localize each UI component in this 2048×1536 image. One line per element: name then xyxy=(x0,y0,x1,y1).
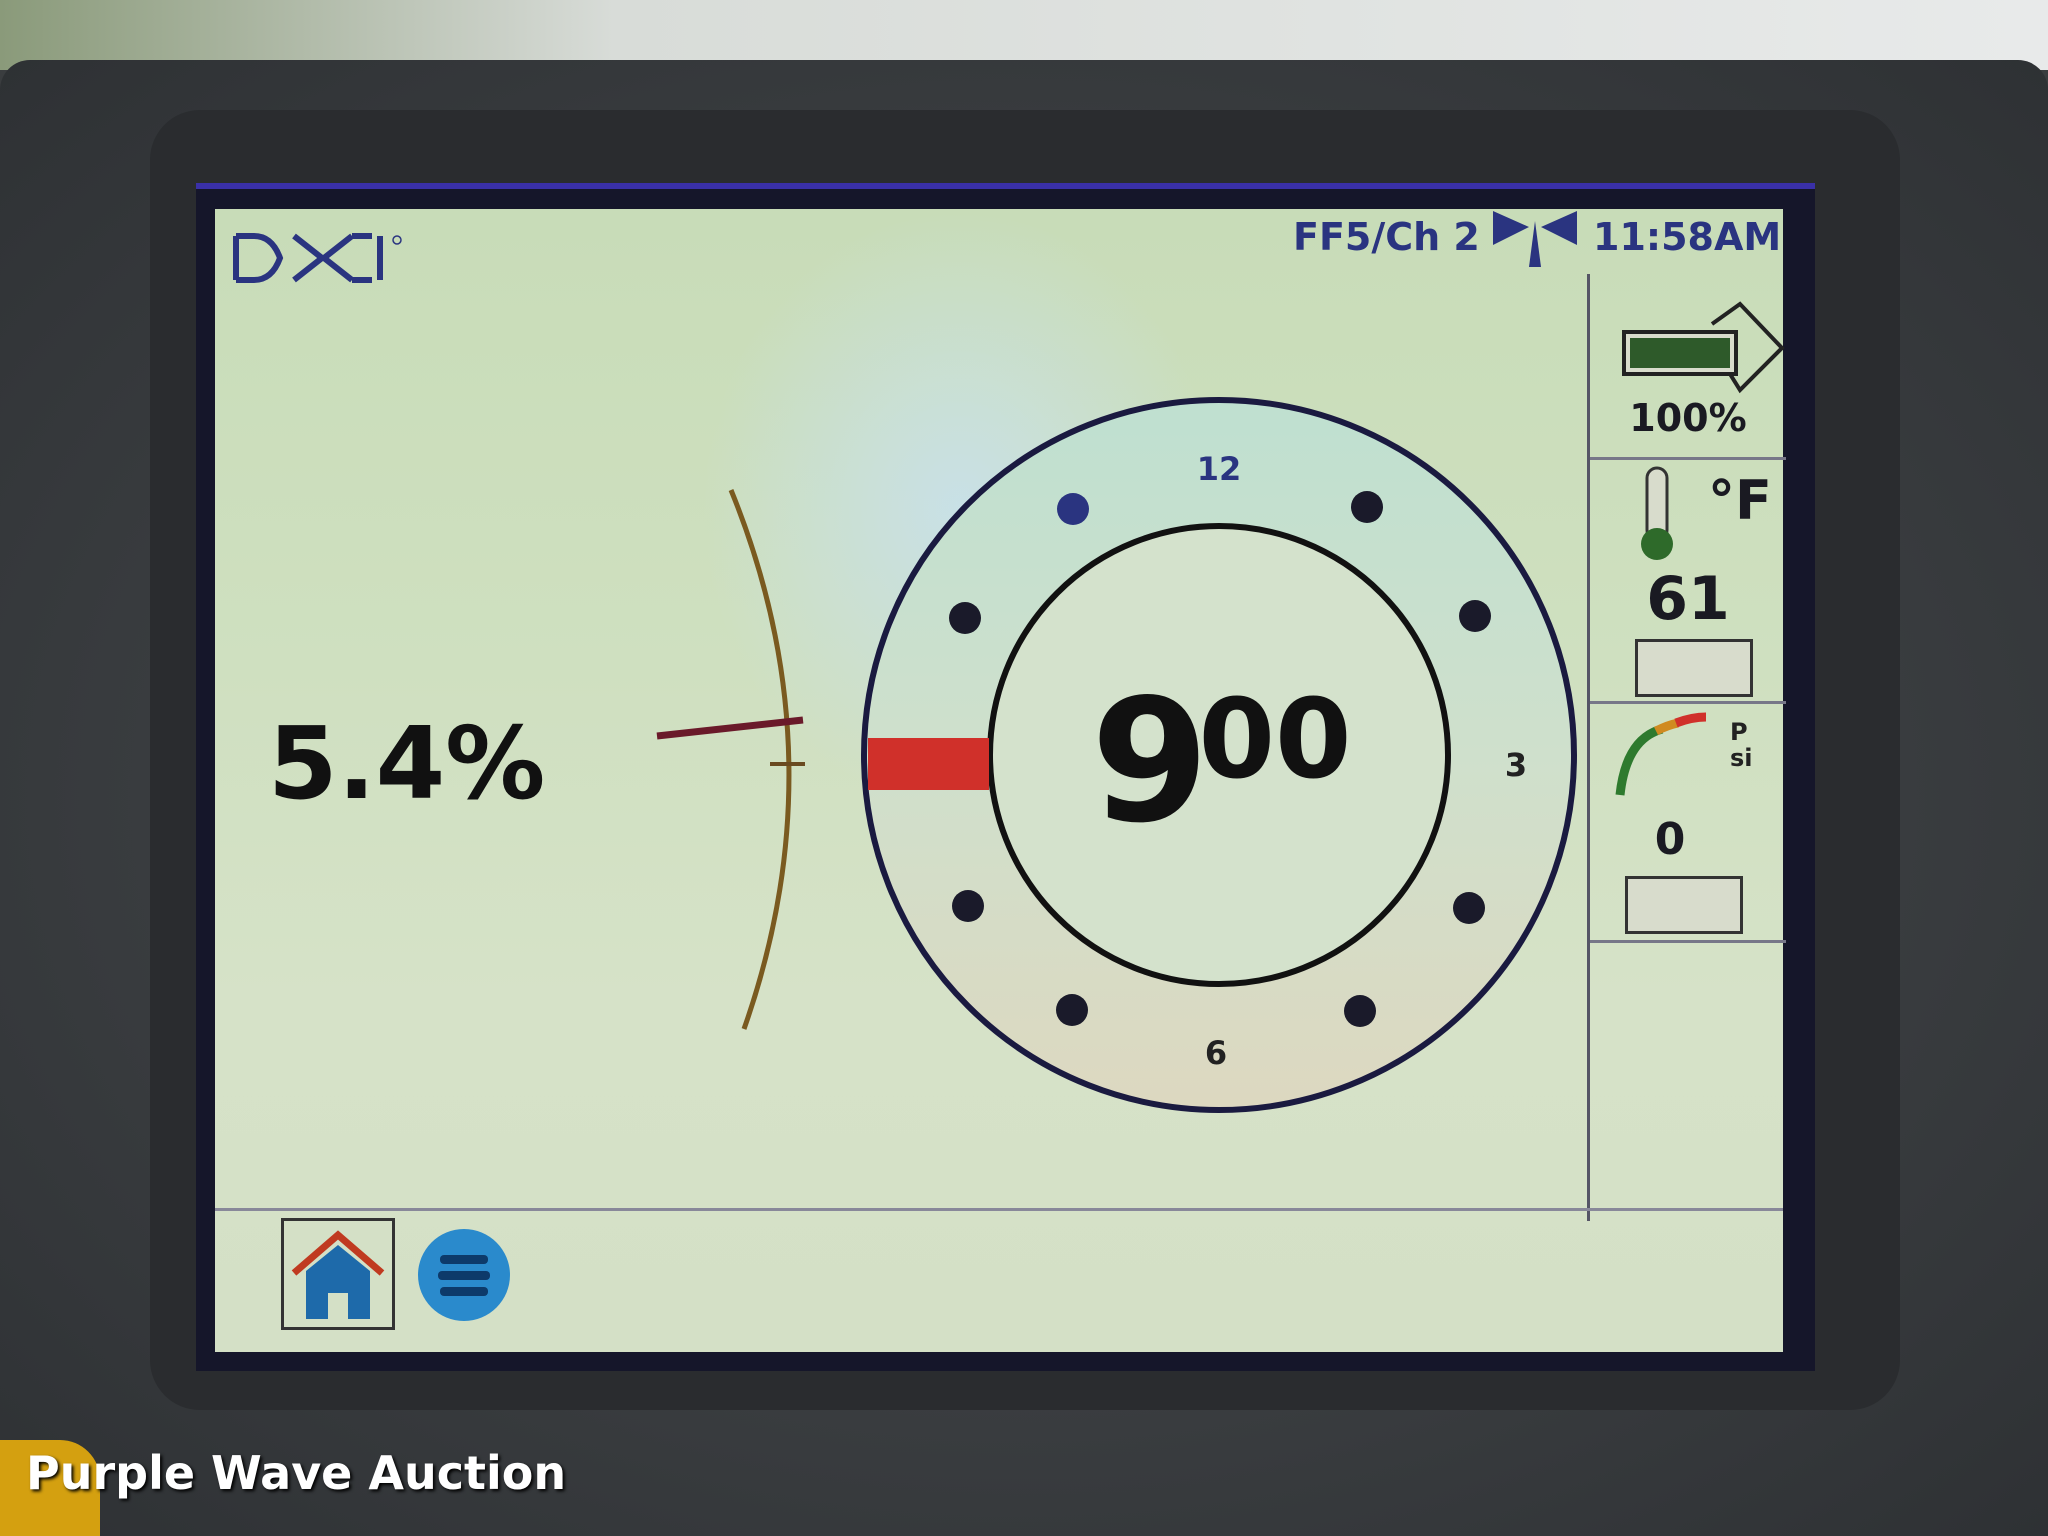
pressure-unit: Psi xyxy=(1730,718,1753,772)
dial-label-6: 6 xyxy=(1205,1034,1227,1072)
status-panel: 100% °F 61 Psi 0 xyxy=(1587,274,1786,1221)
roll-dial-inner xyxy=(987,523,1451,987)
dial-label-12: 12 xyxy=(1197,450,1242,488)
pressure-value: 0 xyxy=(1654,814,1686,865)
roll-indicator xyxy=(868,738,989,790)
clock-time: 11:58AM xyxy=(1593,215,1782,259)
pitch-readout: 5.4% xyxy=(268,705,546,822)
pressure-box xyxy=(1625,876,1743,934)
device-frame-edge xyxy=(0,1440,100,1536)
home-icon xyxy=(291,1230,385,1319)
divider xyxy=(1590,457,1786,460)
roll-hour: 9 xyxy=(1091,663,1209,861)
temperature-value: 61 xyxy=(1646,564,1730,634)
roll-dial-dots xyxy=(949,491,1491,1027)
pitch-arc xyxy=(728,489,792,1030)
antenna-icon xyxy=(1489,207,1581,273)
battery-percent: 100% xyxy=(1629,396,1747,440)
dial-label-3: 3 xyxy=(1505,746,1527,784)
temperature-unit: °F xyxy=(1708,469,1772,532)
home-button[interactable] xyxy=(281,1218,395,1330)
divider xyxy=(1590,701,1786,704)
background xyxy=(0,0,2048,70)
menu-button[interactable] xyxy=(418,1229,510,1321)
channel-label: FF5/Ch 2 xyxy=(1293,215,1480,259)
roll-minutes: 00 xyxy=(1198,675,1351,803)
locator-graphics: 12 3 6 9 00 xyxy=(656,397,1577,1113)
bottom-toolbar xyxy=(215,1208,1783,1355)
menu-icon xyxy=(438,1255,490,1296)
pitch-needle xyxy=(656,716,804,740)
temperature-box xyxy=(1635,639,1753,697)
watermark: Purple Wave Auction xyxy=(26,1446,567,1500)
divider xyxy=(1590,940,1786,943)
dci-logo xyxy=(232,232,407,288)
battery-icon[interactable] xyxy=(1620,298,1786,402)
pressure-gauge-icon xyxy=(1612,709,1712,803)
thermometer-icon xyxy=(1635,464,1679,568)
